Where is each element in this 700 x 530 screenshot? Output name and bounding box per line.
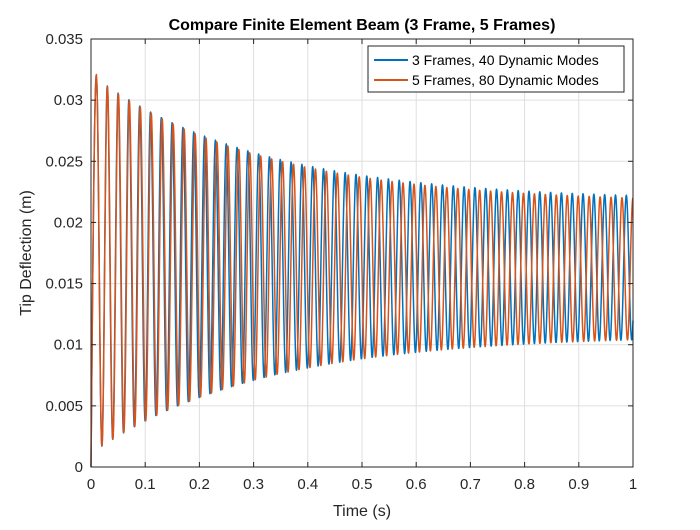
data-lines <box>90 73 634 468</box>
legend-box <box>367 45 625 93</box>
x-tick-label: 0.1 <box>135 476 156 493</box>
y-tick-label: 0 <box>75 459 83 476</box>
legend-label-5-frames: 5 Frames, 80 Dynamic Modes <box>412 72 599 88</box>
x-tick-label: 0.3 <box>243 476 264 493</box>
x-tick-label: 1 <box>629 476 637 493</box>
y-tick-label: 0.03 <box>54 92 83 109</box>
x-tick-label: 0.8 <box>514 476 535 493</box>
x-tick-label: 0.2 <box>189 476 210 493</box>
x-tick-label: 0.4 <box>297 476 318 493</box>
y-tick-label: 0.025 <box>45 153 83 170</box>
y-tick-label: 0.005 <box>45 398 83 415</box>
y-tick-label: 0.02 <box>54 214 83 231</box>
y-axis-label: Tip Deflection (m) <box>18 190 35 316</box>
y-tick-label: 0.01 <box>54 337 83 354</box>
series-line-5-frames <box>90 73 634 468</box>
x-tick-label: 0 <box>87 476 95 493</box>
legend: 3 Frames, 40 Dynamic Modes 5 Frames, 80 … <box>367 45 625 93</box>
legend-label-3-frames: 3 Frames, 40 Dynamic Modes <box>412 52 599 68</box>
x-axis-label: Time (s) <box>333 503 391 520</box>
x-tick-label: 0.5 <box>352 476 373 493</box>
x-tick-label: 0.7 <box>460 476 481 493</box>
y-tick-label: 0.015 <box>45 276 83 293</box>
chart-title: Compare Finite Element Beam (3 Frame, 5 … <box>169 17 556 34</box>
ticks: 0 0.1 0.2 0.3 0.4 0.5 0.6 0.7 0.8 0.9 1 0 0.005 0.01 0… <box>45 31 637 493</box>
x-tick-label: 0.6 <box>406 476 427 493</box>
y-tick-label: 0.035 <box>45 31 83 48</box>
x-tick-label: 0.9 <box>568 476 589 493</box>
